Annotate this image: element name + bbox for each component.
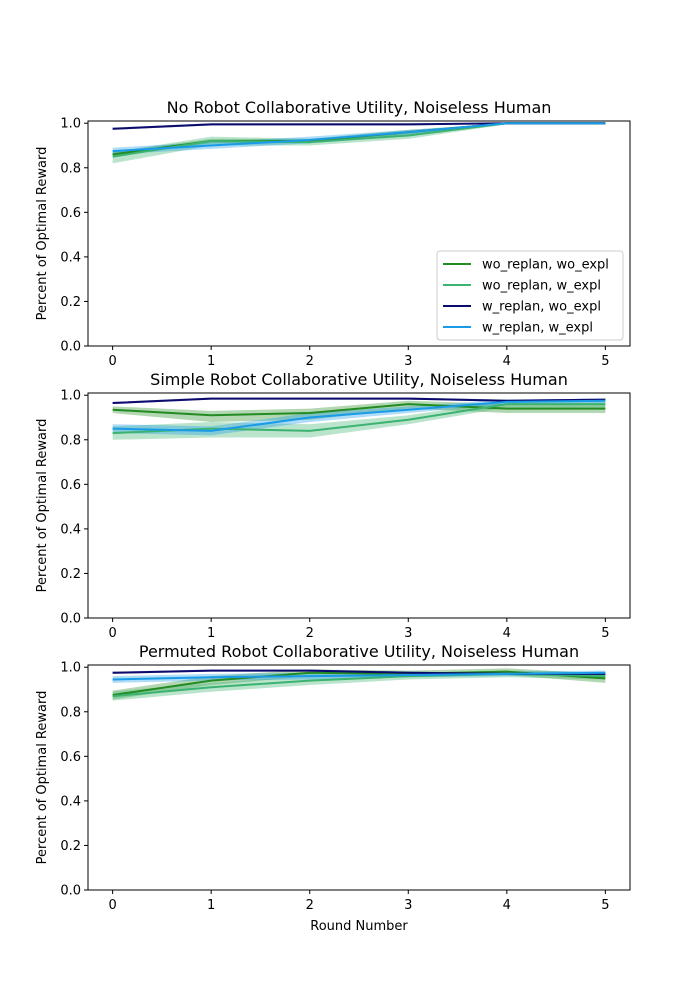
y-tick-label: 0.8 <box>60 705 81 720</box>
legend-label: w_replan, wo_expl <box>482 300 601 315</box>
plot-frame <box>87 120 631 347</box>
x-tick-label: 1 <box>207 354 215 369</box>
chart-panel-3: 0.0 0.2 0.4 0.6 0.8 1.0 0 1 2 3 4 5 Permuted Robot C… <box>35 642 631 934</box>
x-tick-label: 5 <box>601 354 609 369</box>
y-tick-label: 1.0 <box>60 389 81 404</box>
chart-title: No Robot Collaborative Utility, Noiseles… <box>167 98 552 117</box>
series-band-4 <box>112 398 606 436</box>
x-tick-label: 5 <box>601 626 609 641</box>
y-tick-label: 0.2 <box>60 295 81 310</box>
legend-label: w_replan, w_expl <box>482 321 593 336</box>
chart-title: Permuted Robot Collaborative Utility, No… <box>139 642 579 661</box>
y-tick-label: 0.4 <box>60 794 81 809</box>
legend-label: wo_replan, wo_expl <box>482 258 609 273</box>
y-axis-label: Percent of Optimal Reward <box>35 419 50 593</box>
series-band-2 <box>112 123 606 164</box>
x-tick-label: 5 <box>601 898 609 913</box>
series-band-1 <box>112 400 606 422</box>
y-tick-label: 0.8 <box>60 161 81 176</box>
y-axis-label: Percent of Optimal Reward <box>35 691 50 865</box>
x-tick-label: 2 <box>306 626 314 641</box>
y-tick-label: 0.6 <box>60 206 81 221</box>
y-tick-label: 0.0 <box>60 340 81 355</box>
chart-panel-1: 0.0 0.2 0.4 0.6 0.8 1.0 0 1 2 3 4 5 No Robot Collabo… <box>35 98 631 369</box>
y-tick-label: 0.6 <box>60 478 81 493</box>
series-line-4 <box>112 399 606 432</box>
legend-box <box>436 250 624 341</box>
series-band-1 <box>112 123 606 157</box>
plot-frame <box>87 392 631 619</box>
series-line-4 <box>112 122 606 153</box>
series-line-2 <box>112 403 606 435</box>
series-line-3 <box>112 397 606 405</box>
series-line-1 <box>112 403 606 417</box>
legend: wo_replan, wo_expl wo_replan, w_expl w_rep… <box>436 250 624 341</box>
x-tick-label: 3 <box>404 354 412 369</box>
chart-panel-2: 0.0 0.2 0.4 0.6 0.8 1.0 0 1 2 3 4 5 Simple Robot Col… <box>35 370 631 641</box>
x-tick-label: 0 <box>108 898 116 913</box>
y-tick-label: 0.6 <box>60 750 81 765</box>
x-tick-label: 2 <box>306 898 314 913</box>
x-tick-label: 1 <box>207 898 215 913</box>
plot-frame <box>87 664 631 891</box>
x-tick-label: 2 <box>306 354 314 369</box>
x-tick-label: 3 <box>404 626 412 641</box>
x-tick-label: 0 <box>108 626 116 641</box>
x-tick-label: 0 <box>108 354 116 369</box>
x-tick-label: 4 <box>503 354 511 369</box>
y-tick-label: 0.4 <box>60 250 81 265</box>
y-tick-label: 0.2 <box>60 839 81 854</box>
x-tick-label: 1 <box>207 626 215 641</box>
y-axis-label: Percent of Optimal Reward <box>35 147 50 321</box>
y-tick-label: 0.2 <box>60 567 81 582</box>
series-line-4 <box>112 671 606 681</box>
y-tick-label: 1.0 <box>60 117 81 132</box>
chart-title: Simple Robot Collaborative Utility, Nois… <box>150 370 568 389</box>
y-tick-label: 1.0 <box>60 661 81 676</box>
x-axis-label: Round Number <box>310 919 408 934</box>
x-tick-label: 4 <box>503 898 511 913</box>
y-tick-label: 0.0 <box>60 884 81 899</box>
x-tick-label: 4 <box>503 626 511 641</box>
y-tick-label: 0.0 <box>60 612 81 627</box>
legend-label: wo_replan, w_expl <box>482 279 601 294</box>
y-tick-label: 0.8 <box>60 433 81 448</box>
y-tick-label: 0.4 <box>60 522 81 537</box>
x-tick-label: 3 <box>404 898 412 913</box>
